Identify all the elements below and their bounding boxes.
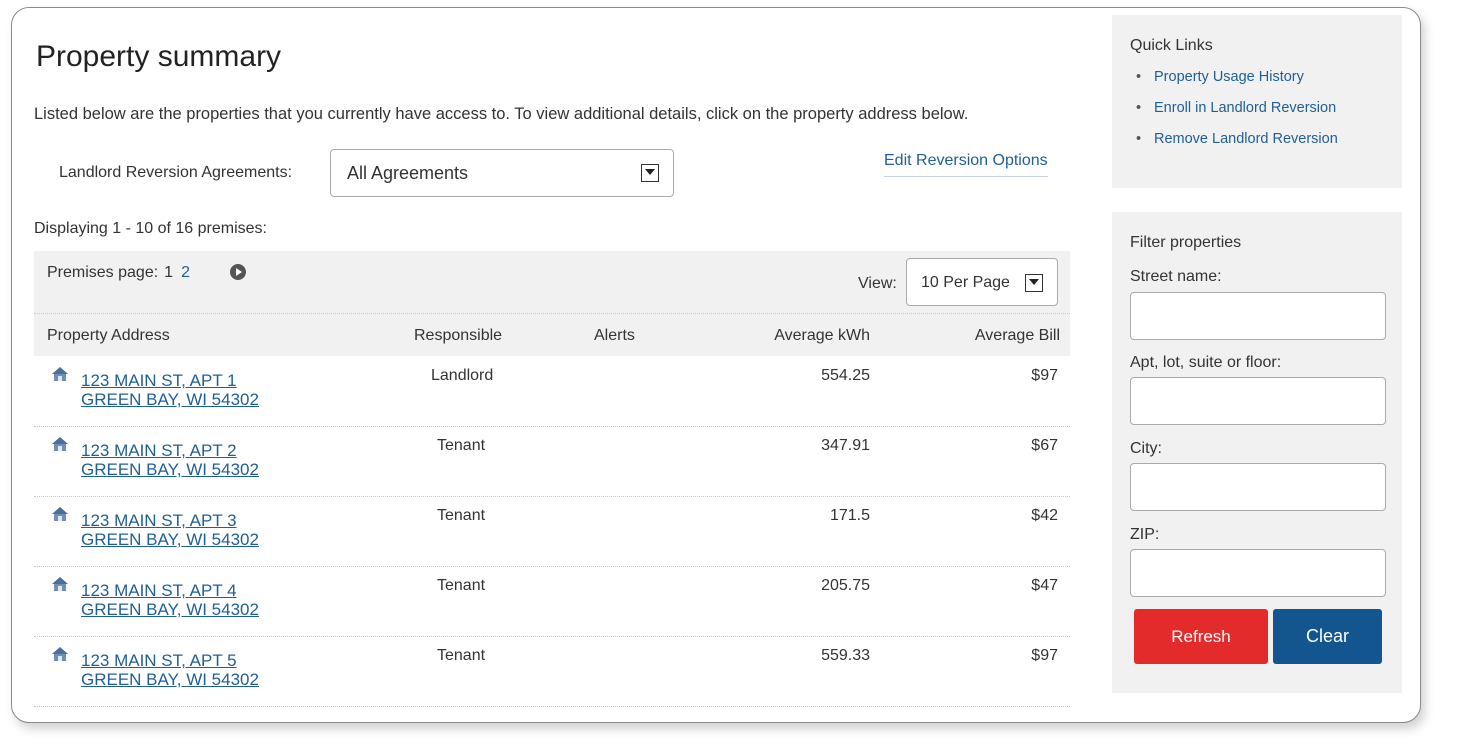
zip-input[interactable] — [1130, 549, 1386, 597]
responsible-cell: Tenant — [437, 507, 486, 524]
header-alerts: Alerts — [594, 327, 635, 344]
displaying-count: Displaying 1 - 10 of 16 premises: — [34, 220, 267, 237]
next-page-icon[interactable] — [230, 264, 246, 280]
property-address-link[interactable]: 123 MAIN ST, APT 4 GREEN BAY, WI 54302 — [81, 581, 259, 619]
average-bill-cell: $67 — [1031, 437, 1058, 454]
house-icon — [52, 647, 68, 661]
city-label: City: — [1130, 440, 1162, 457]
pager-label: Premises page: — [47, 264, 159, 281]
pager-current-page: 1 — [164, 264, 174, 281]
per-page-value: 10 Per Page — [921, 274, 1010, 291]
table-row: 123 MAIN ST, APT 5 GREEN BAY, WI 54302 Te… — [34, 636, 1070, 707]
pager-bar: Premises page: 1 2 View: 10 Per Page — [34, 251, 1070, 313]
responsible-cell: Tenant — [437, 437, 486, 454]
quick-link-property-usage-history[interactable]: Property Usage History — [1130, 69, 1338, 100]
refresh-button[interactable]: Refresh — [1134, 609, 1268, 664]
intro-text: Listed below are the properties that you… — [34, 105, 969, 123]
dropdown-arrow-icon[interactable] — [641, 164, 659, 182]
responsible-cell: Landlord — [431, 367, 494, 384]
edit-reversion-options-link[interactable]: Edit Reversion Options — [884, 152, 1048, 177]
average-kwh-cell: 559.33 — [821, 647, 870, 664]
average-kwh-cell: 554.25 — [821, 367, 870, 384]
table-row: 123 MAIN ST, APT 2 GREEN BAY, WI 54302 Te… — [34, 426, 1070, 497]
view-label: View: — [858, 275, 897, 292]
pager: Premises page: 1 2 — [47, 264, 190, 282]
responsible-cell: Tenant — [437, 647, 486, 664]
average-kwh-cell: 171.5 — [829, 507, 870, 524]
street-name-label: Street name: — [1130, 268, 1222, 285]
apt-label: Apt, lot, suite or floor: — [1130, 354, 1282, 371]
average-kwh-cell: 347.91 — [821, 437, 870, 454]
pager-page-2-link[interactable]: 2 — [181, 264, 190, 281]
house-icon — [52, 437, 68, 451]
page-title: Property summary — [36, 40, 282, 73]
house-icon — [52, 577, 68, 591]
filter-properties-panel: Filter properties Street name: Apt, lot,… — [1112, 212, 1402, 693]
property-address-link[interactable]: 123 MAIN ST, APT 3 GREEN BAY, WI 54302 — [81, 511, 259, 549]
house-icon — [52, 507, 68, 521]
quick-links-title: Quick Links — [1130, 37, 1213, 54]
quick-link-enroll-landlord-reversion[interactable]: Enroll in Landlord Reversion — [1130, 100, 1338, 131]
table-row: 123 MAIN ST, APT 4 GREEN BAY, WI 54302 Te… — [34, 566, 1070, 637]
average-bill-cell: $42 — [1031, 507, 1058, 524]
table-row: 123 MAIN ST, APT 1 GREEN BAY, WI 54302 La… — [34, 356, 1070, 427]
header-average-bill: Average Bill — [974, 327, 1060, 344]
agreements-label: Landlord Reversion Agreements: — [59, 164, 293, 181]
average-kwh-cell: 205.75 — [821, 577, 870, 594]
agreements-select[interactable]: All Agreements — [330, 149, 674, 197]
dropdown-arrow-icon[interactable] — [1025, 274, 1043, 292]
average-bill-cell: $97 — [1031, 647, 1058, 664]
header-property-address: Property Address — [47, 327, 170, 344]
agreements-selected-value: All Agreements — [347, 163, 469, 183]
table-row: 123 MAIN ST, APT 3 GREEN BAY, WI 54302 Te… — [34, 496, 1070, 567]
header-responsible: Responsible — [414, 327, 503, 344]
property-address-link[interactable]: 123 MAIN ST, APT 1 GREEN BAY, WI 54302 — [81, 371, 259, 409]
quick-link-remove-landlord-reversion[interactable]: Remove Landlord Reversion — [1130, 131, 1338, 162]
property-address-link[interactable]: 123 MAIN ST, APT 5 GREEN BAY, WI 54302 — [81, 651, 259, 689]
average-bill-cell: $47 — [1031, 577, 1058, 594]
per-page-select[interactable]: 10 Per Page — [906, 258, 1058, 306]
quick-links-panel: Quick Links Property Usage History Enrol… — [1112, 15, 1402, 188]
responsible-cell: Tenant — [437, 577, 486, 594]
filter-title: Filter properties — [1130, 234, 1242, 251]
table-header: Property Address Responsible Alerts Aver… — [34, 313, 1070, 356]
header-average-kwh: Average kWh — [774, 327, 870, 344]
apt-input[interactable] — [1130, 377, 1386, 425]
property-address-link[interactable]: 123 MAIN ST, APT 2 GREEN BAY, WI 54302 — [81, 441, 259, 479]
average-bill-cell: $97 — [1031, 367, 1058, 384]
city-input[interactable] — [1130, 463, 1386, 511]
street-name-input[interactable] — [1130, 292, 1386, 340]
zip-label: ZIP: — [1130, 526, 1160, 543]
clear-button[interactable]: Clear — [1273, 609, 1382, 664]
quick-links-list: Property Usage History Enroll in Landlor… — [1130, 69, 1338, 162]
house-icon — [52, 367, 68, 381]
